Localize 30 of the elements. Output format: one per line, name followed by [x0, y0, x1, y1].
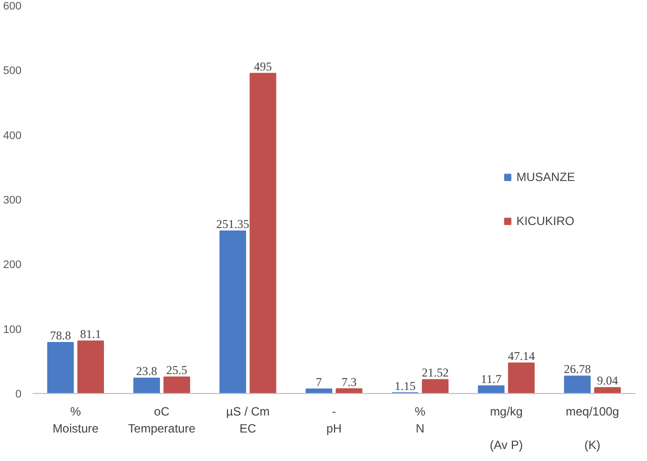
y-tick-label: 300: [3, 194, 22, 206]
y-tick-label: 100: [3, 324, 22, 336]
data-label: 9.04: [597, 374, 618, 388]
data-label: 7: [316, 374, 322, 389]
data-label: 7.3: [342, 374, 357, 389]
data-label: 47.14: [508, 349, 535, 364]
y-tick-label: 500: [3, 65, 22, 78]
y-tick-label: 200: [3, 259, 22, 272]
x-tick-label: % Moisture: [52, 404, 99, 436]
legend-label: KICUKIRO: [516, 214, 574, 228]
data-label: 495: [254, 59, 272, 74]
category-label: mg/kg (Av P): [490, 404, 523, 452]
data-label: 81.1: [80, 327, 102, 342]
x-tick-label: - pH: [326, 404, 342, 436]
data-label: 25.5: [166, 363, 188, 378]
legend-label: MUSANZE: [516, 170, 575, 184]
y-tick-label: 400: [3, 130, 22, 142]
category-label: meq/100g (K): [566, 404, 620, 452]
x-tick-label: % N: [414, 404, 426, 436]
x-tick-label: oC Temperature: [128, 404, 196, 436]
data-label: 23.8: [136, 364, 158, 378]
y-tick-label: 0: [15, 388, 22, 400]
data-label: 26.78: [564, 362, 591, 376]
y-tick-label: 600: [3, 0, 22, 12]
data-label: 78.8: [50, 328, 71, 343]
data-label: 1.15: [394, 378, 416, 393]
data-label: 11.7: [480, 372, 502, 386]
x-tick-label: µS / Cm EC: [226, 404, 270, 436]
data-label: 251.35: [216, 216, 250, 231]
data-label: 21.52: [422, 366, 449, 380]
